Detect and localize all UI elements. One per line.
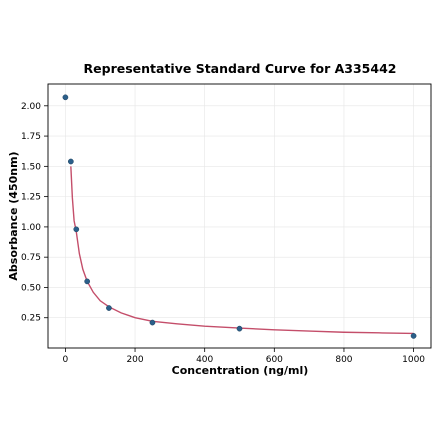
x-tick-label: 1000 xyxy=(402,355,425,365)
x-tick-label: 200 xyxy=(126,355,143,365)
data-point xyxy=(236,325,243,332)
data-point xyxy=(67,158,74,165)
data-point xyxy=(106,305,112,311)
y-tick-label: 1.25 xyxy=(21,193,41,203)
data-point xyxy=(84,278,91,285)
y-tick-label: 0.50 xyxy=(21,283,41,293)
x-axis: 0 200 400 600 800 1000 xyxy=(63,348,425,365)
data-point xyxy=(149,319,156,326)
x-tick-label: 600 xyxy=(266,355,283,365)
y-axis: 0.25 0.50 0.75 1.00 1.25 1.50 1.75 2.00 xyxy=(21,102,48,324)
x-axis-label: Concentration (ng/ml) xyxy=(172,364,309,377)
x-tick-label: 0 xyxy=(63,355,69,365)
y-tick-label: 0.75 xyxy=(21,253,41,263)
data-point xyxy=(410,333,417,339)
plot-frame xyxy=(47,83,432,349)
y-tick-label: 1.50 xyxy=(21,162,41,172)
fit-curve-line xyxy=(70,166,414,335)
y-tick-label: 1.75 xyxy=(21,132,41,142)
y-tick-label: 2.00 xyxy=(21,102,41,112)
x-tick-label: 400 xyxy=(196,355,213,365)
y-tick-label: 0.25 xyxy=(21,314,41,324)
grid xyxy=(48,84,431,348)
chart-title: Representative Standard Curve for A33544… xyxy=(84,61,397,76)
x-tick-label: 800 xyxy=(335,355,352,365)
data-point xyxy=(62,94,69,101)
fit-curve-layer xyxy=(70,166,414,335)
data-points xyxy=(62,94,417,339)
y-axis-label: Absorbance (450nm) xyxy=(7,151,20,280)
y-tick-label: 1.00 xyxy=(21,223,41,233)
data-point xyxy=(73,226,80,233)
